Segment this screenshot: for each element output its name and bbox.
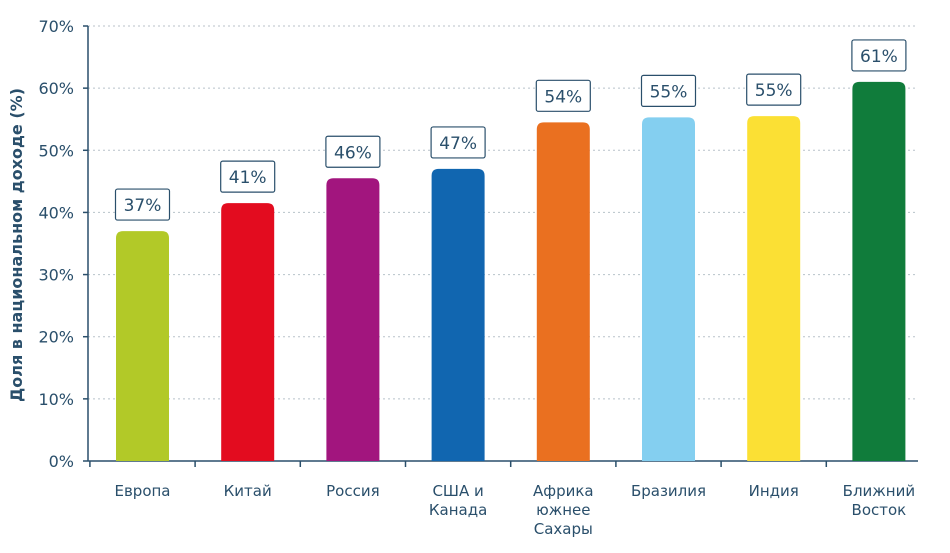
y-tick-label: 70% [38,17,74,36]
data-label: 37% [124,196,162,216]
bar [536,122,590,462]
data-label: 54% [544,87,582,107]
category-label-line: Сахары [534,520,593,538]
category-label-line: Китай [224,482,272,500]
data-label-box [114,188,171,221]
bar [852,81,906,461]
data-label: 61% [860,47,898,67]
bar [326,178,380,461]
category-label: Ближний Восток [843,482,915,519]
category-label-line: Канада [429,501,487,519]
data-label: 55% [650,82,688,102]
data-label-box [640,74,697,107]
bars [116,81,906,462]
category-label-line: Бразилия [631,482,706,500]
y-tick-label: 50% [38,141,74,160]
category-label-line: Индия [749,482,799,500]
category-label: Африка южнее Сахары [533,482,594,538]
category-label: Европа [114,482,170,500]
data-label-box [430,126,486,159]
y-axis-label: Доля в национальном доходе (%) [7,88,26,402]
category-label-line: южнее [536,501,590,519]
category-label: Бразилия [631,482,706,500]
data-label: 46% [334,143,372,163]
axes: 0% 10% 20% 30% 40% 50% 60% 70% [38,17,918,471]
category-label-line: Ближний [843,482,915,500]
data-label: 41% [229,168,267,188]
category-label-line: Африка [533,482,594,500]
data-label-box [535,79,591,112]
bar [116,231,169,461]
data-label-box [746,73,802,106]
y-tick-label: 30% [38,266,74,285]
bar [431,168,485,461]
y-tick-label: 20% [38,328,74,347]
category-label-line: Восток [852,501,907,519]
data-label-box [851,39,907,72]
category-label-line: Россия [326,482,380,500]
y-tick-label: 40% [38,203,74,222]
y-tick-label: 10% [38,390,74,409]
category-label: Россия [326,482,380,500]
data-label: 47% [439,134,477,154]
category-label-line: США и [432,482,483,500]
bar [642,117,695,461]
bar [747,116,801,461]
y-tick-label: 60% [38,79,74,98]
data-labels: 37% 41% 46% 47% 54% 55% 55% 61% [114,39,907,221]
data-label-box [325,135,381,168]
category-label: Индия [749,482,799,500]
category-label: Китай [224,482,272,500]
data-label-box [220,160,276,193]
category-label-line: Европа [114,482,170,500]
data-label: 55% [755,81,793,101]
bar [221,203,275,461]
category-label: США и Канада [429,482,487,519]
y-tick-label: 0% [49,452,74,471]
